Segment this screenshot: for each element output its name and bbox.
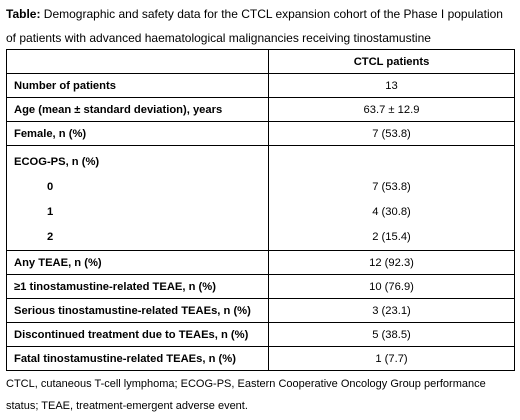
row-label: Number of patients — [6, 73, 269, 98]
table-row: Age (mean ± standard deviation), years 6… — [6, 97, 515, 122]
table-row: ≥1 tinostamustine-related TEAE, n (%) 10… — [6, 274, 515, 299]
row-value: 12 (92.3) — [268, 250, 515, 275]
row-value: 1 (7.7) — [268, 346, 515, 371]
table-row: Female, n (%) 7 (53.8) — [6, 121, 515, 146]
caption-text: Demographic and safety data for the CTCL… — [6, 7, 503, 45]
caption-label: Table: — [6, 7, 41, 21]
table-row: Number of patients 13 — [6, 73, 515, 98]
table-row: Fatal tinostamustine-related TEAEs, n (%… — [6, 346, 515, 371]
ecog-item-value: 7 (53.8) — [372, 181, 411, 193]
row-value: 10 (76.9) — [268, 274, 515, 299]
row-value: 7 (53.8) — [268, 121, 515, 146]
ecog-item-label: 1 — [47, 206, 54, 218]
table-footnote: CTCL, cutaneous T-cell lymphoma; ECOG-PS… — [6, 378, 486, 412]
ecog-row: ECOG-PS, n (%) 0 1 2 7 (53.8) 4 (30.8) 2… — [6, 145, 515, 251]
row-label: Age (mean ± standard deviation), years — [6, 97, 269, 122]
row-value: 5 (38.5) — [268, 322, 515, 347]
table-row: Any TEAE, n (%) 12 (92.3) — [6, 250, 515, 275]
row-label: ≥1 tinostamustine-related TEAE, n (%) — [6, 274, 269, 299]
row-label: Any TEAE, n (%) — [6, 250, 269, 275]
ecog-spacer — [269, 150, 514, 175]
header-cell-ctcl: CTCL patients — [268, 49, 515, 74]
ecog-item-value: 2 (15.4) — [372, 231, 411, 243]
row-value: 13 — [268, 73, 515, 98]
row-label: Fatal tinostamustine-related TEAEs, n (%… — [6, 346, 269, 371]
header-cell-blank — [6, 49, 269, 74]
row-value: 3 (23.1) — [268, 298, 515, 323]
ecog-value-cell: 7 (53.8) 4 (30.8) 2 (15.4) — [268, 145, 515, 251]
ecog-label-cell: ECOG-PS, n (%) 0 1 2 — [6, 145, 269, 251]
demographics-table: CTCL patients Number of patients 13 Age … — [6, 49, 515, 371]
table-caption: Table: Demographic and safety data for t… — [6, 2, 514, 50]
ecog-label: ECOG-PS, n (%) — [14, 156, 100, 168]
row-label: Serious tinostamustine-related TEAEs, n … — [6, 298, 269, 323]
row-label: Discontinued treatment due to TEAEs, n (… — [6, 322, 269, 347]
row-label: Female, n (%) — [6, 121, 269, 146]
row-value: 63.7 ± 12.9 — [268, 97, 515, 122]
ecog-item-value: 4 (30.8) — [372, 206, 411, 218]
ecog-item-label: 0 — [47, 181, 54, 193]
ecog-item-label: 2 — [47, 231, 54, 243]
table-header-row: CTCL patients — [6, 49, 515, 74]
table-row: Discontinued treatment due to TEAEs, n (… — [6, 322, 515, 347]
table-row: Serious tinostamustine-related TEAEs, n … — [6, 298, 515, 323]
